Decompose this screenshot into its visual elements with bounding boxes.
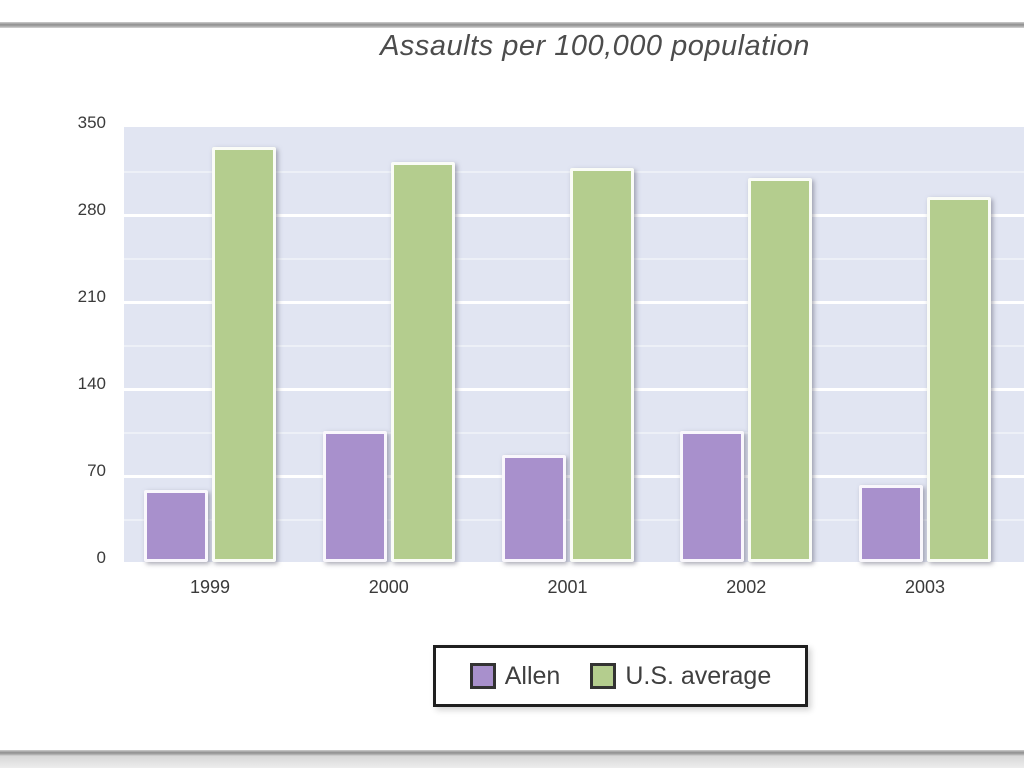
chart-title: Assaults per 100,000 population (380, 30, 810, 62)
top-divider (0, 22, 1024, 28)
us-average-swatch-icon (590, 663, 617, 689)
y-axis-tick-350: 350 (77, 113, 106, 132)
bar-u-s-average-2000 (390, 162, 455, 562)
legend-item-us-average: U.S. average (590, 662, 771, 691)
legend: Allen U.S. average (433, 645, 808, 707)
bar-u-s-average-1999 (212, 147, 276, 562)
y-axis-tick-70: 70 (87, 461, 106, 480)
y-axis-tick-140: 140 (77, 374, 106, 393)
bar-allen-2003 (859, 485, 923, 562)
bar-u-s-average-2002 (748, 178, 813, 562)
legend-label-allen: Allen (504, 661, 561, 690)
x-axis-tick-1999: 1999 (189, 577, 231, 597)
plot-area (124, 127, 1024, 562)
bottom-divider (0, 750, 1024, 756)
legend-label-us-average: U.S. average (625, 661, 772, 690)
bar-allen-2001 (501, 455, 566, 562)
y-axis-tick-280: 280 (77, 200, 106, 219)
x-axis-tick-2002: 2002 (726, 577, 767, 597)
bar-u-s-average-2001 (569, 168, 634, 562)
x-axis-tick-2000: 2000 (368, 577, 409, 597)
bar-u-s-average-2003 (927, 197, 991, 562)
x-axis-tick-2001: 2001 (547, 577, 588, 597)
y-axis-tick-210: 210 (77, 287, 106, 306)
legend-item-allen: Allen (469, 661, 561, 691)
y-axis-tick-0: 0 (96, 548, 106, 567)
x-axis-tick-2003: 2003 (904, 577, 946, 597)
bottom-strip (0, 756, 1024, 768)
bar-allen-2000 (322, 431, 387, 562)
bar-allen-2002 (680, 431, 745, 562)
bar-allen-1999 (144, 490, 208, 562)
allen-swatch-icon (469, 663, 496, 689)
